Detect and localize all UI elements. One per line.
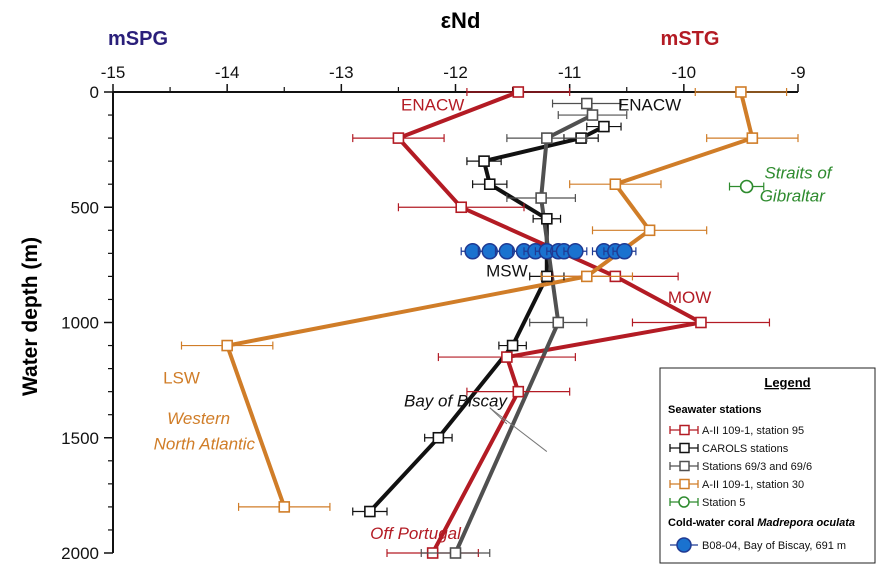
y-tick-label: 1500: [61, 429, 99, 448]
legend-entry-label: A-II 109-1, station 95: [702, 425, 804, 437]
data-point: [221, 339, 233, 352]
data-point: [552, 316, 565, 329]
legend-swatch-marker: [678, 496, 690, 508]
data-point: [506, 339, 519, 352]
y-tick-label: 2000: [61, 544, 99, 563]
annotation-label: MOW: [668, 288, 711, 307]
data-point: [449, 547, 462, 559]
data-point: [695, 316, 707, 329]
data-point: [541, 132, 553, 144]
end-label-right: mSTG: [661, 28, 720, 50]
legend-swatch-marker: [679, 424, 690, 436]
y-axis-title: Water depth (m): [19, 237, 42, 396]
y-tick-label: 1000: [61, 314, 99, 333]
annotation-label: Bay of Biscay: [404, 392, 508, 411]
annotation-label: ENACW: [401, 95, 464, 114]
annotation-label: Straits of: [764, 163, 833, 182]
legend-swatch-marker: [679, 460, 690, 472]
data-point: [643, 224, 656, 237]
legend-entry-label: B08-04, Bay of Biscay, 691 m: [702, 540, 846, 552]
data-point: [512, 385, 525, 398]
data-point: [432, 431, 445, 444]
legend-entry-label: A-II 109-1, station 30: [702, 479, 804, 491]
annotation-label: MSW: [486, 261, 528, 280]
data-point: [580, 270, 593, 283]
annotation-label: ENACW: [618, 95, 681, 114]
leader-line: [489, 407, 548, 452]
data-point: [739, 179, 754, 194]
data-point: [580, 97, 593, 110]
x-tick-label: -10: [672, 63, 697, 82]
legend-swatch-marker: [679, 442, 690, 454]
data-point: [541, 212, 553, 225]
data-point: [616, 243, 633, 260]
data-point: [735, 86, 747, 98]
data-point: [392, 132, 405, 144]
legend-entry-label: Stations 69/3 and 69/6: [702, 461, 812, 473]
data-point: [746, 132, 759, 144]
x-tick-label: -15: [101, 63, 126, 82]
legend-group-title: Seawater stations: [668, 404, 762, 416]
data-point: [609, 178, 622, 190]
x-axis-title: εNd: [441, 8, 481, 33]
end-label-left: mSPG: [108, 28, 168, 50]
series-markers: [180, 86, 799, 559]
data-point: [483, 178, 496, 190]
data-point: [501, 351, 513, 363]
legend: Legend Seawater stations A-II 109-1, stati…: [659, 367, 876, 564]
data-point: [364, 505, 376, 518]
data-point: [278, 501, 291, 513]
data-point: [535, 192, 547, 204]
legend-entry-label: Station 5: [702, 497, 745, 509]
data-point: [455, 201, 468, 214]
data-point: [567, 243, 584, 260]
x-tick-label: -14: [215, 63, 240, 82]
axes: -15 -14 -13 -12 -11 -10 -9 0 500 1000 1500 2000 εNd W…: [19, 8, 806, 563]
legend-swatch-marker: [679, 478, 690, 490]
x-tick-label: -11: [558, 63, 581, 82]
x-tick-label: -12: [443, 63, 468, 82]
x-tick-label: -13: [329, 63, 354, 82]
annotation-label: Off Portugal: [370, 524, 462, 543]
data-point: [478, 155, 490, 167]
legend-swatch-marker: [676, 537, 692, 553]
x-tick-label: -9: [790, 63, 805, 82]
data-point: [598, 120, 610, 133]
annotation-label: LSW: [163, 369, 200, 388]
annotation-label: Western: [167, 409, 230, 428]
annotations: ENACW ENACW MSW MOW LSW Western North Atlantic…: [154, 95, 834, 543]
y-tick-label: 500: [71, 198, 99, 217]
series-line-2: [453, 102, 595, 554]
annotation-label: North Atlantic: [154, 434, 256, 453]
data-point: [586, 109, 599, 121]
data-point: [512, 86, 525, 98]
legend-group-title: Cold-water coral Madrepora oculata: [668, 517, 855, 529]
y-tick-label: 0: [90, 83, 99, 102]
legend-title: Legend: [764, 375, 810, 390]
legend-entry-label: CAROLS stations: [702, 443, 789, 455]
annotation-label: Gibraltar: [760, 186, 827, 205]
